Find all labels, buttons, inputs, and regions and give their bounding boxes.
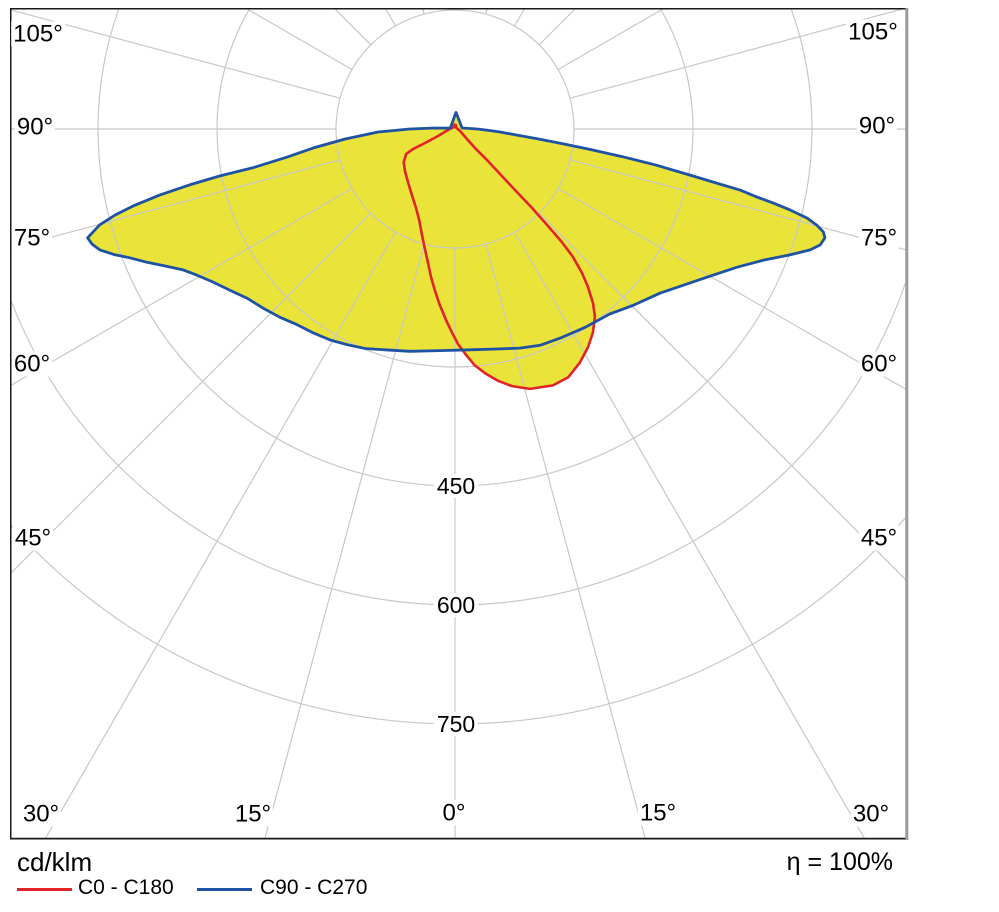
angle-grid-line: [569, 9, 904, 99]
gamma-label-left-4: 45°: [12, 524, 54, 552]
c0-c180-fill: [403, 126, 595, 389]
legend: C0 - C180 C90 - C270: [0, 877, 999, 903]
gamma-label-left-3: 60°: [11, 350, 53, 378]
radial-tick-label-600: 600: [433, 593, 479, 617]
legend-line-c0-c180: [17, 888, 72, 891]
legend-label-c0-c180: C0 - C180: [78, 876, 174, 899]
angle-grid-line: [44, 231, 397, 838]
gamma-label-left-0: 105°: [11, 20, 65, 48]
gamma-label-bottom-2: 0°: [440, 799, 468, 827]
unit-label: cd/klm: [17, 847, 93, 877]
c0-c180-curve: [402, 125, 597, 391]
angle-grid-line: [11, 9, 341, 99]
plot-border: [10, 8, 909, 840]
legend-label-c90-c270: C90 - C270: [260, 876, 368, 899]
radial-tick-label-750: 750: [433, 712, 479, 736]
c90-c270-curve: [86, 111, 827, 353]
gamma-label-bottom-1: 15°: [232, 800, 274, 828]
angle-grid-line: [557, 187, 906, 390]
angle-grid-line: [11, 159, 341, 249]
gamma-label-bottom-0: 30°: [20, 800, 62, 828]
radial-tick-label-450: 450: [433, 474, 479, 498]
light-output-ratio-label: η = 100%: [786, 848, 893, 876]
gamma-label-left-2: 75°: [11, 224, 53, 252]
gamma-label-bottom-4: 30°: [850, 800, 892, 828]
angle-grid-line: [11, 212, 372, 574]
angle-grid-line: [538, 212, 906, 581]
gamma-label-bottom-3: 15°: [637, 799, 679, 827]
angle-grid-line: [569, 159, 906, 251]
angle-grid-line: [513, 231, 866, 838]
c0-c180-peak-dot: [452, 123, 458, 129]
gamma-label-right-2: 75°: [858, 224, 900, 252]
gamma-label-right-3: 60°: [858, 350, 900, 378]
gamma-label-right-4: 45°: [858, 524, 900, 552]
gamma-label-right-0: 105°: [846, 18, 900, 46]
gamma-label-left-1: 90°: [14, 113, 56, 141]
legend-line-c90-c270: [197, 888, 252, 891]
angle-grid-line: [11, 187, 353, 386]
gamma-label-right-1: 90°: [856, 112, 898, 140]
